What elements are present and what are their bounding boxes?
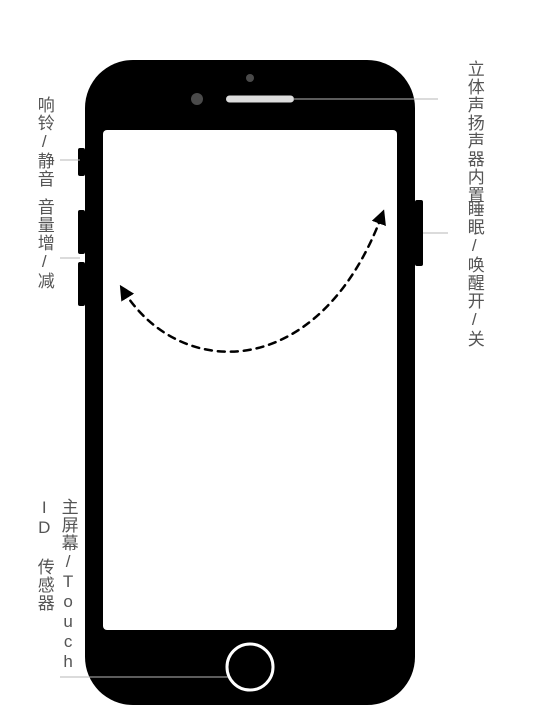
label-power-line2: 睡眠/唤醒 <box>462 200 486 292</box>
phone-button-ringer <box>78 148 85 176</box>
phone-button-vol_up <box>78 210 85 254</box>
label-volume: 音量增/减 <box>32 198 56 290</box>
phone-proximity-sensor <box>246 74 254 82</box>
phone-button-power <box>415 200 423 266</box>
phone-screen <box>103 130 397 630</box>
label-power-line1: 开/关 <box>462 292 486 348</box>
phone-speaker-slit <box>226 96 294 103</box>
label-speaker-line2: 立体声扬声器 <box>462 60 486 168</box>
label-speaker: 立体声扬声器 内置 <box>462 60 486 204</box>
phone-button-vol_down <box>78 262 85 306</box>
label-speaker-line1: 内置 <box>462 168 486 204</box>
phone-front-camera <box>191 93 203 105</box>
label-home: 主屏幕/Touch ID 传感器 <box>32 498 80 723</box>
label-power: 睡眠/唤醒 开/关 <box>462 200 486 348</box>
diagram-stage: 响铃/静音 音量增/减 主屏幕/Touch ID 传感器 立体声扬声器 内置 睡… <box>0 0 556 723</box>
label-ringer: 响铃/静音 <box>32 96 56 188</box>
